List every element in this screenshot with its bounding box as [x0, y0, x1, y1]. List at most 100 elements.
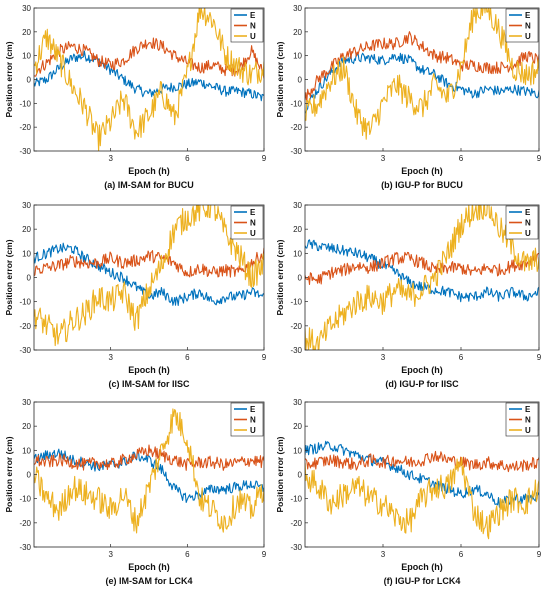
legend: ENU: [230, 402, 264, 437]
y-tick-label: 0: [27, 471, 32, 480]
x-tick-label: 6: [185, 154, 190, 163]
x-tick-label: 6: [185, 550, 190, 559]
y-tick-label: 20: [22, 422, 31, 431]
series-line-U: [305, 205, 539, 350]
legend-label-U: U: [525, 229, 531, 238]
x-tick-label: 3: [108, 154, 113, 163]
x-tick-label: 3: [108, 550, 113, 559]
axes-box: [304, 204, 540, 351]
x-axis-label: Epoch (h): [128, 365, 170, 375]
y-axis-label: Position error (cm): [275, 436, 285, 512]
panel-caption: (d) IGU-P for IISC: [385, 379, 459, 389]
legend: ENU: [505, 402, 539, 437]
legend-label-E: E: [250, 405, 256, 414]
legend-label-N: N: [250, 219, 256, 228]
y-tick-label: 30: [22, 201, 31, 210]
y-tick-label: 0: [27, 76, 32, 85]
y-tick-label: -10: [290, 298, 302, 307]
y-tick-label: -10: [19, 495, 31, 504]
y-tick-label: -30: [290, 543, 302, 552]
y-tick-label: 30: [293, 398, 302, 407]
y-tick-label: 20: [293, 422, 302, 431]
chart-panel: -30 -20 -10 0 10 20 30 3 6 9 Epoch (h) Position err…: [275, 4, 542, 190]
series-group: [34, 408, 264, 534]
series-line-N: [305, 251, 539, 285]
y-axis-label: Position error (cm): [275, 41, 285, 117]
panel-caption: (b) IGU-P for BUCU: [381, 180, 463, 190]
x-tick-label: 3: [381, 353, 386, 362]
y-tick-label: -10: [290, 99, 302, 108]
legend-label-E: E: [250, 208, 256, 217]
y-tick-label: 0: [27, 274, 32, 283]
y-tick-label: -20: [19, 322, 31, 331]
y-axis-label: Position error (cm): [4, 41, 14, 117]
series-line-U: [305, 456, 539, 540]
legend-label-U: U: [525, 426, 531, 435]
axes-box: [33, 401, 265, 548]
series-line-N: [34, 444, 264, 471]
series-line-U: [305, 8, 539, 140]
y-tick-label: -30: [290, 346, 302, 355]
y-tick-label: 10: [293, 52, 302, 61]
chart-panel: -30 -20 -10 0 10 20 30 3 6 9 Epoch (h) Position err…: [275, 201, 542, 389]
x-tick-label: 6: [459, 550, 464, 559]
y-tick-label: 10: [22, 52, 31, 61]
legend-label-U: U: [525, 32, 531, 41]
series-line-E: [34, 242, 264, 306]
chart-panel: -30 -20 -10 0 10 20 30 3 6 9 Epoch (h) Position err…: [4, 4, 267, 190]
legend-label-U: U: [250, 32, 256, 41]
y-tick-label: 20: [22, 28, 31, 37]
y-tick-label: 10: [293, 446, 302, 455]
x-tick-label: 9: [262, 550, 267, 559]
y-tick-label: 10: [22, 446, 31, 455]
x-tick-label: 6: [459, 353, 464, 362]
series-group: [34, 8, 264, 151]
x-tick-label: 9: [537, 353, 542, 362]
y-tick-label: 10: [293, 249, 302, 258]
x-tick-label: 3: [108, 353, 113, 362]
y-tick-label: -10: [19, 298, 31, 307]
series-line-E: [305, 239, 539, 303]
legend-label-N: N: [525, 22, 531, 31]
panel-caption: (c) IM-SAM for IISC: [109, 379, 190, 389]
legend-label-N: N: [525, 219, 531, 228]
x-tick-label: 9: [262, 154, 267, 163]
legend-label-N: N: [250, 22, 256, 31]
y-tick-label: 20: [293, 225, 302, 234]
chart-panel: -30 -20 -10 0 10 20 30 3 6 9 Epoch (h) Position err…: [4, 398, 267, 586]
series-line-N: [34, 37, 264, 79]
y-tick-label: -20: [290, 322, 302, 331]
series-line-E: [34, 50, 264, 102]
y-tick-label: -20: [19, 123, 31, 132]
y-tick-label: -20: [19, 519, 31, 528]
x-axis-label: Epoch (h): [401, 166, 443, 176]
legend-label-N: N: [525, 416, 531, 425]
y-tick-label: 30: [293, 4, 302, 13]
x-axis-label: Epoch (h): [401, 365, 443, 375]
y-axis-label: Position error (cm): [4, 436, 14, 512]
x-tick-label: 9: [537, 154, 542, 163]
series-line-N: [34, 247, 264, 278]
y-tick-label: 30: [293, 201, 302, 210]
legend: ENU: [230, 205, 264, 240]
chart-panel: -30 -20 -10 0 10 20 30 3 6 9 Epoch (h) Position err…: [275, 398, 542, 586]
y-tick-label: 20: [22, 225, 31, 234]
panel-caption: (a) IM-SAM for BUCU: [104, 180, 194, 190]
x-tick-label: 3: [381, 154, 386, 163]
y-axis-label: Position error (cm): [275, 239, 285, 315]
legend: ENU: [505, 8, 539, 43]
series-group: [34, 205, 264, 347]
x-tick-label: 6: [185, 353, 190, 362]
y-tick-label: -30: [19, 147, 31, 156]
y-tick-label: 0: [298, 274, 303, 283]
series-line-U: [34, 408, 264, 534]
y-tick-label: -30: [19, 346, 31, 355]
y-tick-label: 10: [22, 249, 31, 258]
chart-panel: -30 -20 -10 0 10 20 30 3 6 9 Epoch (h) Position err…: [4, 201, 267, 389]
legend-label-E: E: [525, 405, 531, 414]
y-tick-label: 30: [22, 398, 31, 407]
series-group: [305, 205, 539, 350]
axes-box: [304, 401, 540, 548]
y-tick-label: -30: [290, 147, 302, 156]
